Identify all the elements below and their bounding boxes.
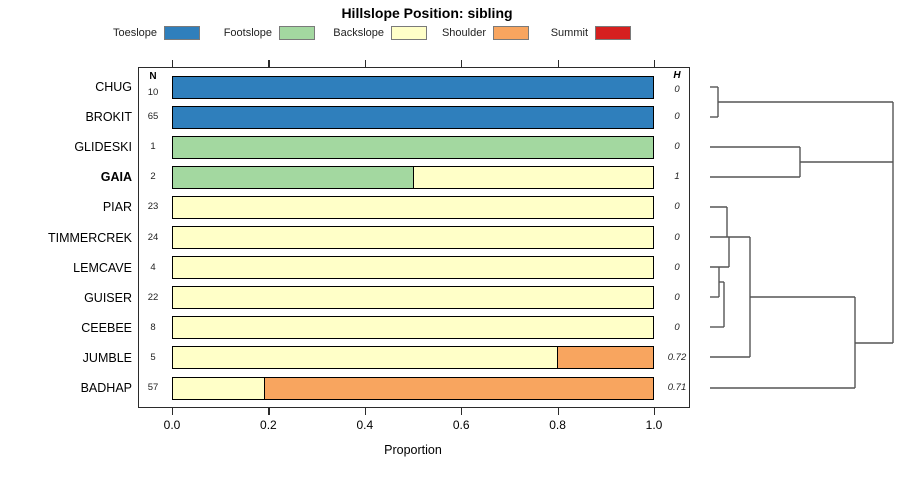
h-value: 0 [674,261,680,273]
x-tick-mark-bottom [268,408,270,415]
x-tick-mark-top [172,60,174,67]
legend-item-toeslope: Toeslope [80,26,200,40]
n-column-header: N [149,71,157,82]
plot-frame [138,67,690,408]
bar-segment-toeslope [173,106,653,128]
stacked-bar-guiser [172,286,654,310]
h-value: 0 [674,291,680,303]
h-value: 0 [674,321,680,333]
legend-item-summit: Summit [511,26,631,40]
n-value: 10 [147,87,159,98]
x-tick-label: 0.6 [452,418,470,432]
h-value: 0 [674,231,680,243]
stacked-bar-chug [172,75,654,99]
h-value: 0 [674,84,680,95]
n-value: 4 [150,261,156,273]
legend-label: Toeslope [112,27,157,39]
x-axis-title: Proportion [384,443,442,457]
stacked-bar-ceebee [172,316,654,340]
legend-item-footslope: Footslope [195,26,315,40]
legend-label: Backslope [333,27,384,39]
bar-segment-shoulder [264,377,653,399]
bar-segment-backslope [173,347,557,369]
legend-label: Footslope [223,27,272,39]
bar-segment-footslope [173,136,653,158]
site-label-guiser: GUISER [84,290,132,305]
x-tick-mark-bottom [364,408,366,415]
site-label-lemcave: LEMCAVE [73,260,132,275]
legend-swatch-shoulder [493,26,529,40]
h-value: 1 [674,171,680,183]
x-tick-label: 0.2 [260,418,277,432]
h-value: 0.71 [667,382,687,393]
stacked-bar-timmercrek [172,226,654,249]
site-label-chug: CHUG [95,80,132,94]
stacked-bar-piar [172,195,654,219]
legend-label: Shoulder [441,27,486,39]
x-tick-mark-top [654,60,656,67]
x-tick-mark-bottom [172,408,174,415]
site-label-jumble: JUMBLE [82,350,132,365]
x-tick-label: 1.0 [645,418,663,432]
legend-label: Summit [550,27,588,39]
chart-title: Hillslope Position: sibling [341,5,513,21]
site-label-glideski: GLIDESKI [74,140,132,155]
bar-segment-backslope [413,166,653,188]
site-label-brokit: BROKIT [85,110,132,125]
stacked-bar-glideski [172,135,654,159]
h-column-header: H [673,70,681,81]
x-tick-mark-bottom [654,408,656,415]
x-tick-label: 0.8 [549,418,566,432]
stacked-bar-jumble [172,346,654,370]
n-value: 22 [147,291,159,303]
x-tick-label: 0.4 [356,418,374,432]
legend-swatch-summit [595,26,631,40]
n-value: 5 [150,351,156,363]
h-value: 0.72 [667,351,687,363]
site-label-badhap: BADHAP [80,381,132,395]
stacked-bar-brokit [172,105,654,129]
stacked-bar-gaia [172,165,654,189]
bar-segment-toeslope [173,76,653,98]
x-tick-mark-bottom [461,408,463,415]
x-tick-mark-top [268,60,270,67]
bar-segment-backslope [173,257,653,279]
bar-segment-footslope [173,166,413,188]
x-tick-mark-bottom [557,408,559,415]
legend-item-shoulder: Shoulder [409,26,529,40]
n-value: 2 [150,171,156,183]
n-value: 8 [150,321,156,333]
n-value: 57 [147,382,159,393]
site-label-timmercrek: TIMMERCREK [47,230,132,245]
bar-segment-backslope [173,196,653,218]
bar-segment-backslope [173,377,265,399]
legend-swatch-footslope [279,26,315,40]
x-tick-mark-top [557,60,559,67]
site-label-ceebee: CEEBEE [81,320,132,335]
x-tick-label: 0.0 [163,418,181,432]
n-value: 23 [147,201,159,213]
legend-item-backslope: Backslope [307,26,427,40]
h-value: 0 [674,141,680,153]
stacked-bar-lemcave [172,256,654,280]
stacked-bar-badhap [172,376,654,400]
n-value: 65 [147,111,159,123]
h-value: 0 [674,111,680,123]
bar-segment-shoulder [557,347,653,369]
h-value: 0 [674,201,680,213]
x-tick-mark-top [461,60,463,67]
legend-swatch-toeslope [164,26,200,40]
x-tick-mark-top [364,60,366,67]
bar-segment-backslope [173,227,653,248]
bar-segment-backslope [173,287,653,309]
site-label-gaia: GAIA [100,170,132,185]
n-value: 1 [150,141,156,153]
bar-segment-backslope [173,317,653,339]
n-value: 24 [147,231,159,243]
site-label-piar: PIAR [102,200,132,215]
legend-swatch-backslope [391,26,427,40]
